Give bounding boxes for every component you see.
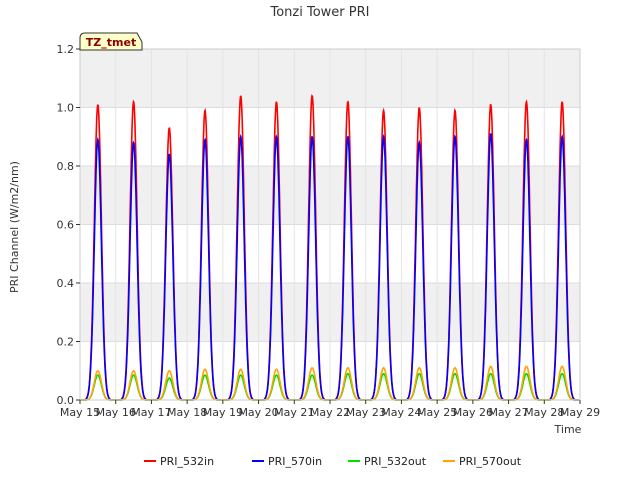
x-tick-label: May 17 [131, 406, 171, 419]
x-tick-label: May 20 [238, 406, 278, 419]
x-axis-label: Time [554, 423, 582, 436]
x-tick-label: May 21 [274, 406, 314, 419]
y-tick-label: 1.2 [57, 43, 75, 56]
y-tick-label: 0.4 [57, 277, 75, 290]
y-tick-label: 0.2 [57, 336, 75, 349]
x-tick-label: May 15 [60, 406, 100, 419]
legend-label: PRI_570out [459, 455, 522, 468]
x-tick-label: May 23 [346, 406, 386, 419]
x-tick-label: May 27 [488, 406, 528, 419]
x-tick-label: May 22 [310, 406, 350, 419]
x-tick-label: May 16 [96, 406, 136, 419]
legend: PRI_532in PRI_570in PRI_532out PRI_570out [144, 455, 522, 468]
y-axis-label: PRI Channel (W/m2/nm) [8, 161, 21, 293]
y-tick-label: 0.6 [57, 219, 75, 232]
badge-text: TZ_tmet [86, 36, 136, 49]
x-tick-label: May 19 [203, 406, 243, 419]
x-tick-label: May 18 [167, 406, 207, 419]
x-tick-label: May 26 [453, 406, 493, 419]
x-tick-label: May 28 [524, 406, 564, 419]
legend-label: PRI_532in [160, 455, 214, 468]
y-tick-label: 1.0 [57, 102, 75, 115]
y-tick-label: 0.8 [57, 160, 75, 173]
x-tick-label: May 24 [381, 406, 421, 419]
y-tick-label: 0.0 [57, 394, 75, 407]
legend-label: PRI_532out [364, 455, 427, 468]
badge-shape [79, 32, 143, 51]
x-tick-label: May 25 [417, 406, 457, 419]
legend-label: PRI_570in [268, 455, 322, 468]
x-tick-label: May 29 [560, 406, 600, 419]
chart-title: Tonzi Tower PRI [270, 5, 370, 20]
tz-badge: TZ_tmet [79, 32, 143, 51]
y-axis-ticks: 0.0 0.2 0.4 0.6 0.8 1.0 1.2 [57, 43, 80, 407]
